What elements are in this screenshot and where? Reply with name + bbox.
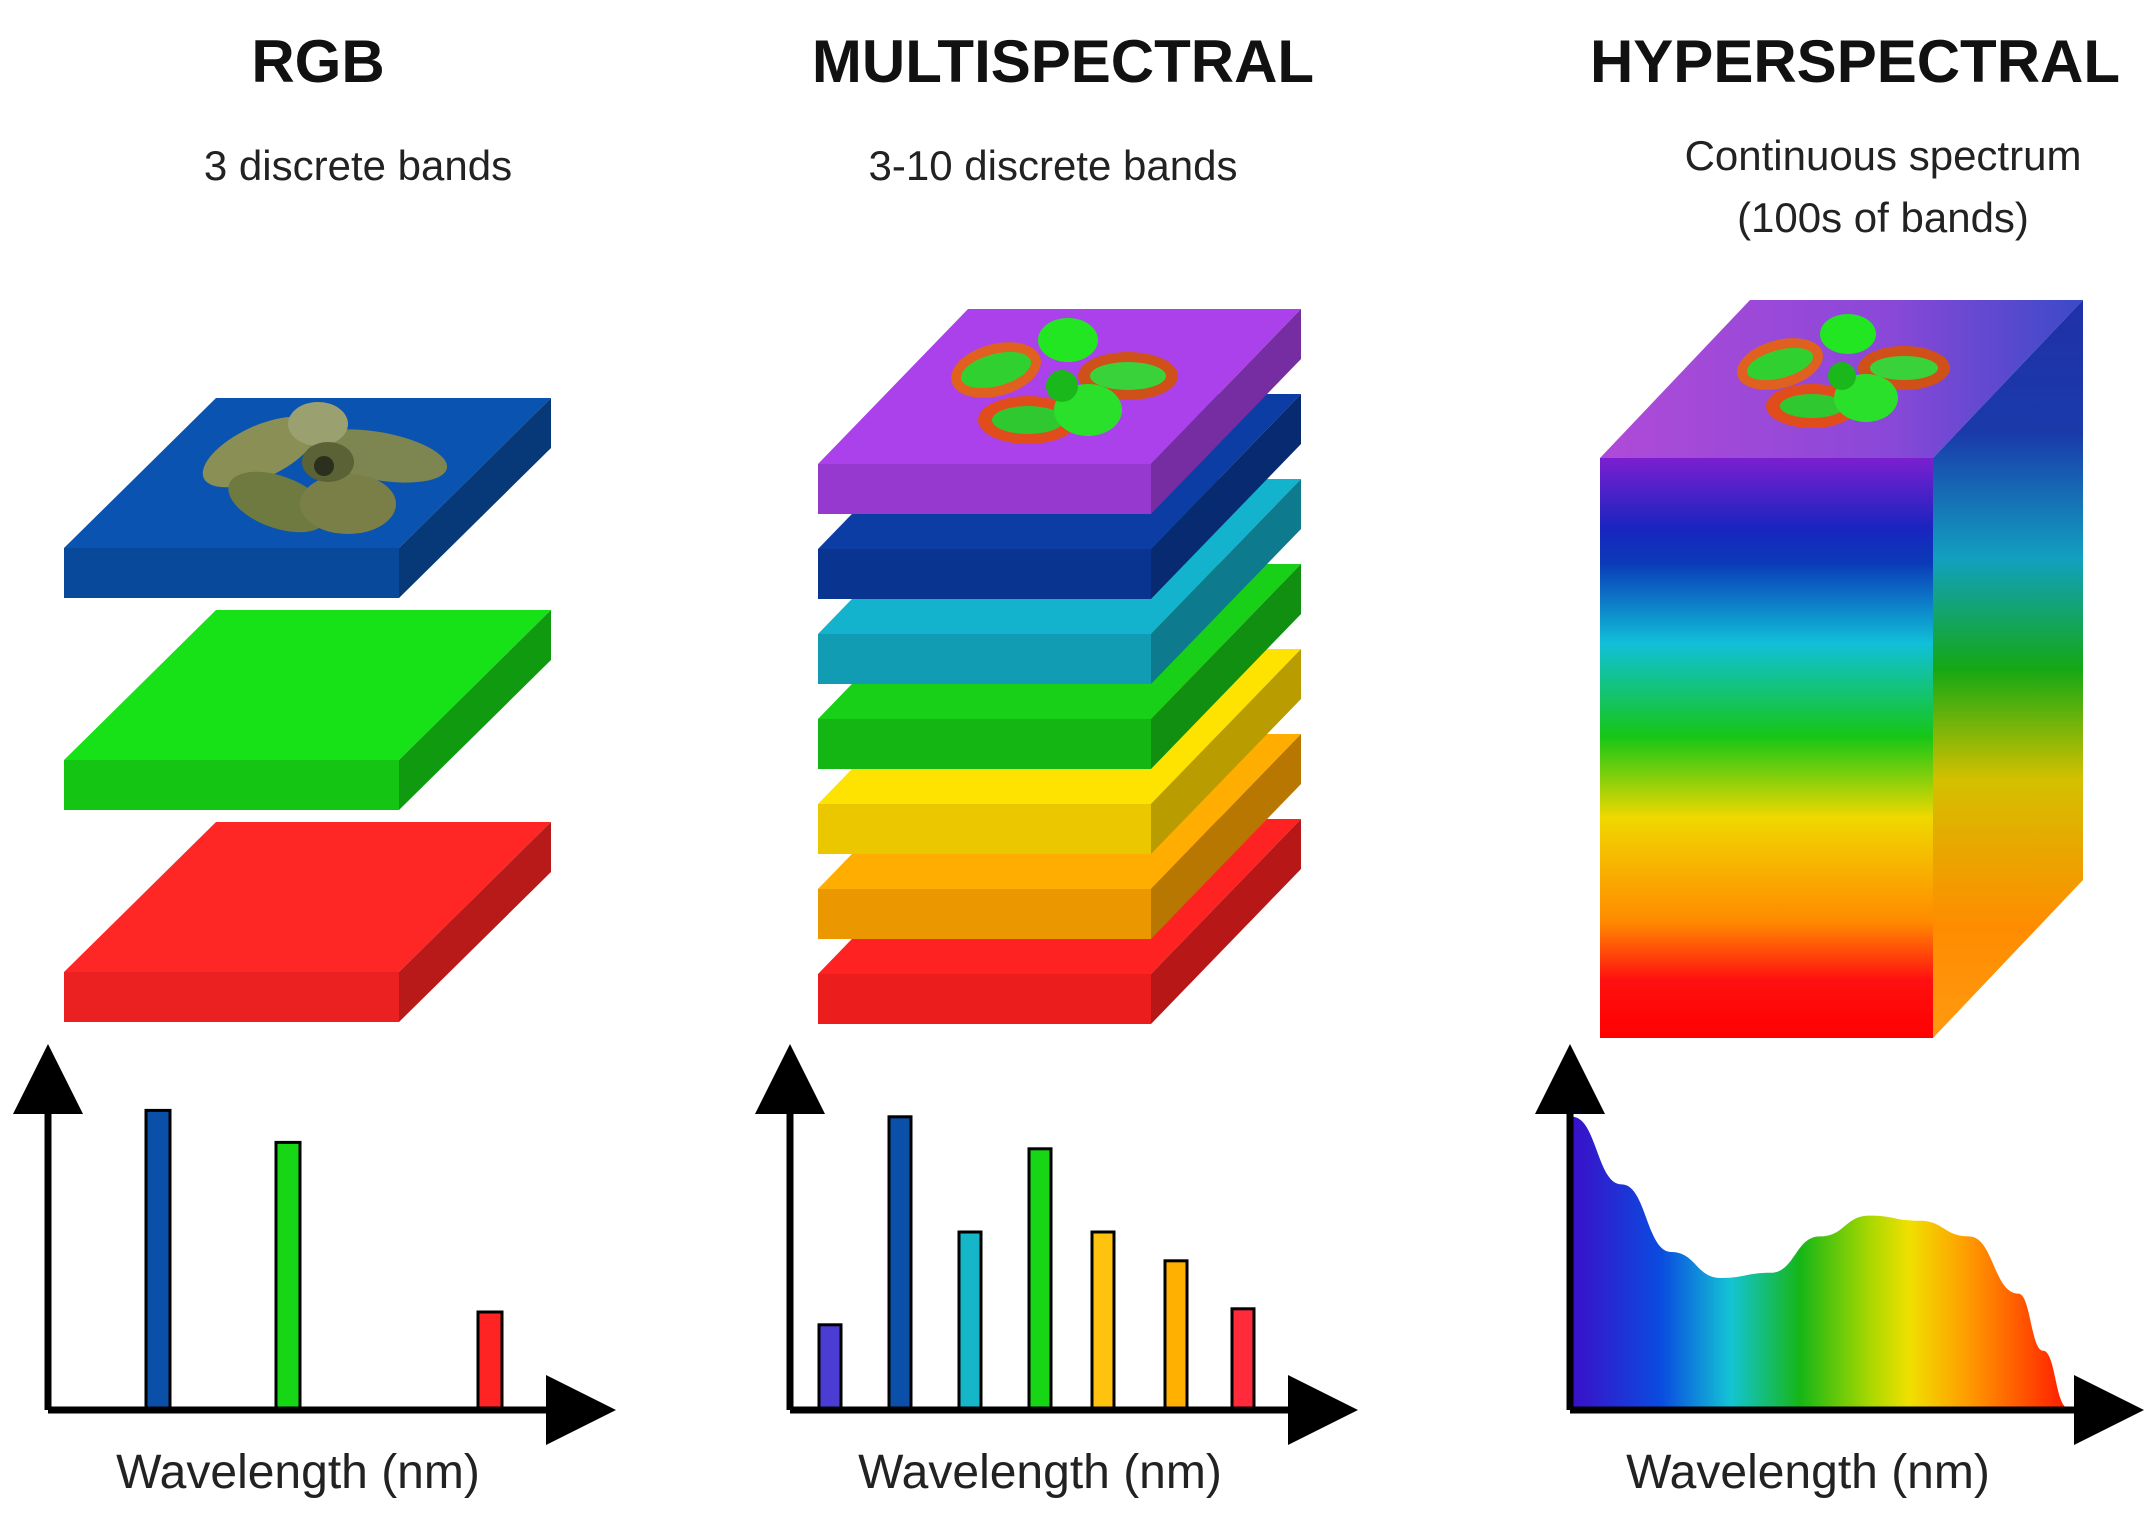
multispectral-layer-5-side (1151, 649, 1301, 854)
multispectral-bar-blue (887, 1115, 913, 1410)
rgb-layer-2-top (64, 610, 551, 760)
multispectral-layer-5-front (818, 804, 1151, 854)
plant-image-rgb (202, 402, 448, 534)
cube-side-face (1933, 300, 2083, 1038)
multispectral-spectrum-chart: Wavelength (nm) (755, 1044, 1358, 1499)
hyperspectral-subtitle-line2: (100s of bands) (1737, 194, 2029, 241)
rgb-layer-1-side (399, 398, 551, 598)
hyperspectral-x-label: Wavelength (nm) (1626, 1446, 1990, 1499)
multispectral-title: MULTISPECTRAL (812, 28, 1314, 95)
plant-image-multispectral (951, 318, 1178, 444)
rgb-title: RGB (251, 28, 384, 95)
rgb-x-label: Wavelength (nm) (116, 1446, 480, 1499)
multispectral-layer-3-side (1151, 479, 1301, 684)
rgb-layer-1-front (64, 548, 399, 598)
multispectral-bar-yellow (1090, 1230, 1116, 1410)
rgb-spectrum-chart: Wavelength (nm) (13, 1044, 616, 1499)
hyperspectral-subtitle-line1: Continuous spectrum (1685, 132, 2082, 179)
rgb-layer-3 (64, 822, 551, 1022)
multispectral-layer-7-side (1151, 819, 1301, 1024)
rgb-layer-2-front (64, 760, 399, 810)
rgb-band-stack (64, 398, 551, 1022)
multispectral-layer-4-front (818, 719, 1151, 769)
multispectral-layer-4-side (1151, 564, 1301, 769)
hyperspectral-title: HYPERSPECTRAL (1590, 28, 2120, 95)
rgb-layer-2 (64, 610, 551, 810)
rgb-bars (144, 1108, 504, 1410)
hyperspectral-cube (1600, 300, 2083, 1038)
multispectral-bar-orange (1163, 1259, 1189, 1410)
multispectral-layer-7-front (818, 974, 1151, 1024)
multispectral-layer-6-front (818, 889, 1151, 939)
hyperspectral-spectrum-chart: Wavelength (nm) (1535, 1044, 2144, 1499)
rgb-bar-red (476, 1310, 504, 1410)
multispectral-bars (817, 1115, 1256, 1410)
multispectral-layer-3-front (818, 634, 1151, 684)
multispectral-layer-2-front (818, 549, 1151, 599)
multispectral-layer-1-front (818, 464, 1151, 514)
multispectral-bar-red (1230, 1307, 1256, 1410)
rgb-bar-blue (144, 1108, 172, 1410)
plant-image-hyperspectral (1737, 314, 1950, 428)
multispectral-bar-green (1027, 1147, 1053, 1410)
rgb-bar-green (274, 1140, 302, 1410)
multispectral-band-stack (818, 309, 1301, 1024)
hyperspectral-spectrum-area (1572, 1116, 2068, 1408)
multispectral-layer-1-side (1151, 309, 1301, 514)
rgb-layer-3-front (64, 972, 399, 1022)
rgb-layer-3-side (399, 822, 551, 1022)
multispectral-subtitle: 3-10 discrete bands (869, 142, 1238, 189)
multispectral-bar-cyan (957, 1230, 983, 1410)
multispectral-layer-2-side (1151, 394, 1301, 599)
cube-front-face (1600, 458, 1933, 1038)
rgb-layer-2-side (399, 610, 551, 810)
rgb-subtitle: 3 discrete bands (204, 142, 512, 189)
multispectral-bar-violet (817, 1323, 843, 1410)
rgb-layer-3-top (64, 822, 551, 972)
multispectral-layer-6-side (1151, 734, 1301, 939)
multispectral-x-label: Wavelength (nm) (858, 1446, 1222, 1499)
